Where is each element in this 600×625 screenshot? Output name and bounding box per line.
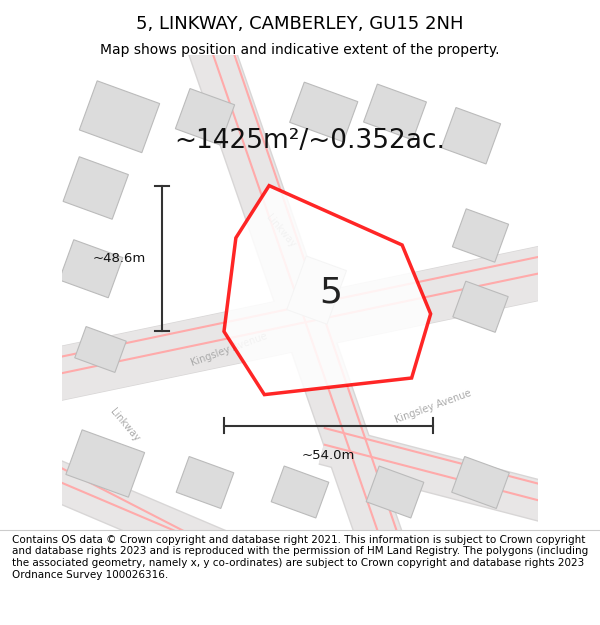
Polygon shape: [176, 456, 234, 509]
Text: Kingsley Avenue: Kingsley Avenue: [189, 331, 268, 368]
Polygon shape: [63, 157, 128, 219]
Polygon shape: [452, 209, 509, 262]
Polygon shape: [452, 456, 509, 509]
Text: ~54.0m: ~54.0m: [302, 449, 355, 462]
Text: Contains OS data © Crown copyright and database right 2021. This information is : Contains OS data © Crown copyright and d…: [12, 535, 588, 579]
Polygon shape: [290, 82, 358, 142]
Text: Kingsley Avenue: Kingsley Avenue: [394, 388, 473, 425]
Text: ~48.6m: ~48.6m: [92, 252, 146, 265]
Polygon shape: [453, 281, 508, 332]
Polygon shape: [364, 84, 427, 140]
Polygon shape: [224, 186, 431, 394]
Text: 5, LINKWAY, CAMBERLEY, GU15 2NH: 5, LINKWAY, CAMBERLEY, GU15 2NH: [136, 16, 464, 33]
Polygon shape: [287, 256, 346, 324]
Polygon shape: [175, 89, 235, 145]
Text: Linkway: Linkway: [265, 213, 298, 249]
Polygon shape: [75, 327, 126, 372]
Polygon shape: [79, 81, 160, 152]
Text: ~1425m²/~0.352ac.: ~1425m²/~0.352ac.: [174, 127, 445, 154]
Polygon shape: [66, 430, 145, 498]
Polygon shape: [271, 466, 329, 518]
Text: Map shows position and indicative extent of the property.: Map shows position and indicative extent…: [100, 43, 500, 57]
Polygon shape: [366, 466, 424, 518]
Polygon shape: [442, 107, 500, 164]
Text: 5: 5: [319, 276, 343, 309]
Polygon shape: [59, 240, 123, 298]
Text: Linkway: Linkway: [107, 407, 141, 444]
